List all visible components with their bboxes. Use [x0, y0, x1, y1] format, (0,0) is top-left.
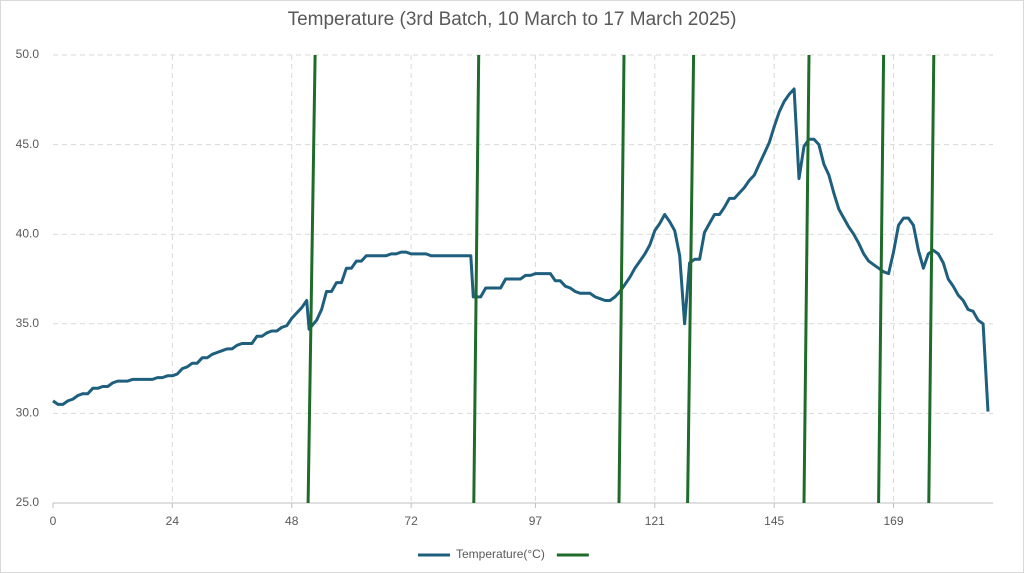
x-tick-label: 48 [285, 514, 299, 528]
x-tick-label: 169 [884, 514, 904, 528]
x-tick-label: 24 [166, 514, 180, 528]
x-tick-label: 145 [764, 514, 784, 528]
chart-title: Temperature (3rd Batch, 10 March to 17 M… [288, 9, 737, 30]
data-line [306, 54, 936, 504]
x-tick-label: 0 [50, 514, 57, 528]
y-tick-label: 35.0 [16, 316, 40, 330]
y-tick-label: 40.0 [16, 226, 40, 240]
y-tick-label: 30.0 [16, 406, 40, 420]
y-tick-label: 25.0 [16, 495, 40, 509]
y-tick-label: 50.0 [16, 47, 40, 61]
x-tick-label: 97 [529, 514, 543, 528]
data-line [52, 87, 990, 412]
x-tick-label: 72 [404, 514, 418, 528]
y-tick-label: 45.0 [16, 137, 40, 151]
x-tick-label: 121 [645, 514, 665, 528]
legend-label: Temperature(°C) [456, 547, 545, 561]
